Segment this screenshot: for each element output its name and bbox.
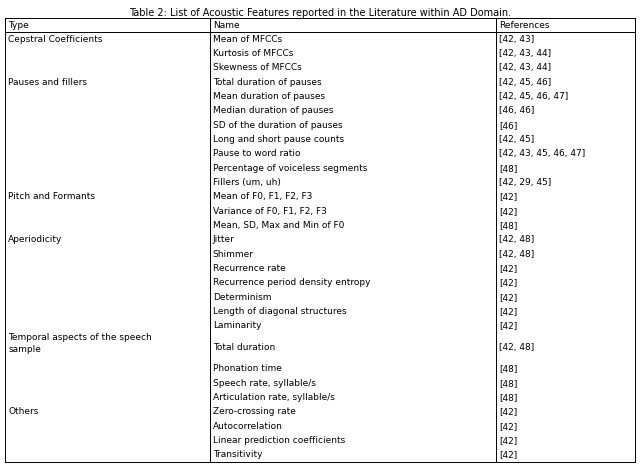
Text: Jitter: Jitter bbox=[212, 235, 235, 244]
Text: [42, 48]: [42, 48] bbox=[499, 343, 534, 352]
Text: Others: Others bbox=[8, 407, 38, 417]
Text: Name: Name bbox=[212, 21, 239, 29]
Text: [46]: [46] bbox=[499, 121, 518, 130]
Text: Total duration: Total duration bbox=[212, 343, 275, 352]
Text: Fillers (um, uh): Fillers (um, uh) bbox=[212, 178, 281, 187]
Text: Percentage of voiceless segments: Percentage of voiceless segments bbox=[212, 164, 367, 173]
Text: [42, 48]: [42, 48] bbox=[499, 235, 534, 244]
Text: Autocorrelation: Autocorrelation bbox=[212, 422, 283, 431]
Text: [42]: [42] bbox=[499, 307, 518, 316]
Text: [42, 45, 46]: [42, 45, 46] bbox=[499, 78, 552, 87]
Text: Mean of F0, F1, F2, F3: Mean of F0, F1, F2, F3 bbox=[212, 192, 312, 201]
Text: Aperiodicity: Aperiodicity bbox=[8, 235, 63, 244]
Text: Speech rate, syllable/s: Speech rate, syllable/s bbox=[212, 379, 316, 388]
Text: Articulation rate, syllable/s: Articulation rate, syllable/s bbox=[212, 393, 335, 402]
Text: Pitch and Formants: Pitch and Formants bbox=[8, 192, 95, 201]
Text: [42]: [42] bbox=[499, 422, 518, 431]
Text: [48]: [48] bbox=[499, 221, 518, 230]
Text: Recurrence period density entropy: Recurrence period density entropy bbox=[212, 278, 371, 287]
Text: [42, 45, 46, 47]: [42, 45, 46, 47] bbox=[499, 92, 568, 101]
Text: [42]: [42] bbox=[499, 407, 518, 417]
Text: [42, 43, 45, 46, 47]: [42, 43, 45, 46, 47] bbox=[499, 149, 586, 158]
Text: sample: sample bbox=[8, 345, 41, 354]
Text: Linear prediction coefficients: Linear prediction coefficients bbox=[212, 436, 345, 445]
Text: Transitivity: Transitivity bbox=[212, 450, 262, 459]
Text: [42]: [42] bbox=[499, 450, 518, 459]
Text: Pauses and fillers: Pauses and fillers bbox=[8, 78, 87, 87]
Text: [42, 43, 44]: [42, 43, 44] bbox=[499, 63, 552, 73]
Text: Variance of F0, F1, F2, F3: Variance of F0, F1, F2, F3 bbox=[212, 207, 326, 216]
Text: [42]: [42] bbox=[499, 264, 518, 273]
Text: Long and short pause counts: Long and short pause counts bbox=[212, 135, 344, 144]
Text: Pause to word ratio: Pause to word ratio bbox=[212, 149, 300, 158]
Text: [48]: [48] bbox=[499, 164, 518, 173]
Text: Laminarity: Laminarity bbox=[212, 322, 261, 330]
Text: Mean duration of pauses: Mean duration of pauses bbox=[212, 92, 325, 101]
Text: [42, 29, 45]: [42, 29, 45] bbox=[499, 178, 552, 187]
Text: [42]: [42] bbox=[499, 292, 518, 302]
Text: References: References bbox=[499, 21, 550, 29]
Text: [46, 46]: [46, 46] bbox=[499, 106, 534, 115]
Text: Length of diagonal structures: Length of diagonal structures bbox=[212, 307, 346, 316]
Text: Mean of MFCCs: Mean of MFCCs bbox=[212, 35, 282, 44]
Text: [42]: [42] bbox=[499, 192, 518, 201]
Text: [42]: [42] bbox=[499, 436, 518, 445]
Text: Phonation time: Phonation time bbox=[212, 364, 282, 373]
Text: [48]: [48] bbox=[499, 364, 518, 373]
Text: Zero-crossing rate: Zero-crossing rate bbox=[212, 407, 296, 417]
Text: Type: Type bbox=[8, 21, 29, 29]
Text: [42, 48]: [42, 48] bbox=[499, 249, 534, 259]
Text: Median duration of pauses: Median duration of pauses bbox=[212, 106, 333, 115]
Text: Mean, SD, Max and Min of F0: Mean, SD, Max and Min of F0 bbox=[212, 221, 344, 230]
Text: Kurtosis of MFCCs: Kurtosis of MFCCs bbox=[212, 49, 293, 58]
Text: [42, 43]: [42, 43] bbox=[499, 35, 534, 44]
Text: Table 2: List of Acoustic Features reported in the Literature within AD Domain.: Table 2: List of Acoustic Features repor… bbox=[129, 8, 511, 18]
Text: [48]: [48] bbox=[499, 379, 518, 388]
Text: [42]: [42] bbox=[499, 322, 518, 330]
Text: [42, 43, 44]: [42, 43, 44] bbox=[499, 49, 552, 58]
Text: Determinism: Determinism bbox=[212, 292, 271, 302]
Text: Temporal aspects of the speech: Temporal aspects of the speech bbox=[8, 333, 152, 342]
Text: Total duration of pauses: Total duration of pauses bbox=[212, 78, 321, 87]
Text: Skewness of MFCCs: Skewness of MFCCs bbox=[212, 63, 301, 73]
Text: [42, 45]: [42, 45] bbox=[499, 135, 534, 144]
Text: Cepstral Coefficients: Cepstral Coefficients bbox=[8, 35, 102, 44]
Text: [42]: [42] bbox=[499, 278, 518, 287]
Text: [42]: [42] bbox=[499, 207, 518, 216]
Text: SD of the duration of pauses: SD of the duration of pauses bbox=[212, 121, 342, 130]
Text: Shimmer: Shimmer bbox=[212, 249, 254, 259]
Text: Recurrence rate: Recurrence rate bbox=[212, 264, 285, 273]
Text: [48]: [48] bbox=[499, 393, 518, 402]
